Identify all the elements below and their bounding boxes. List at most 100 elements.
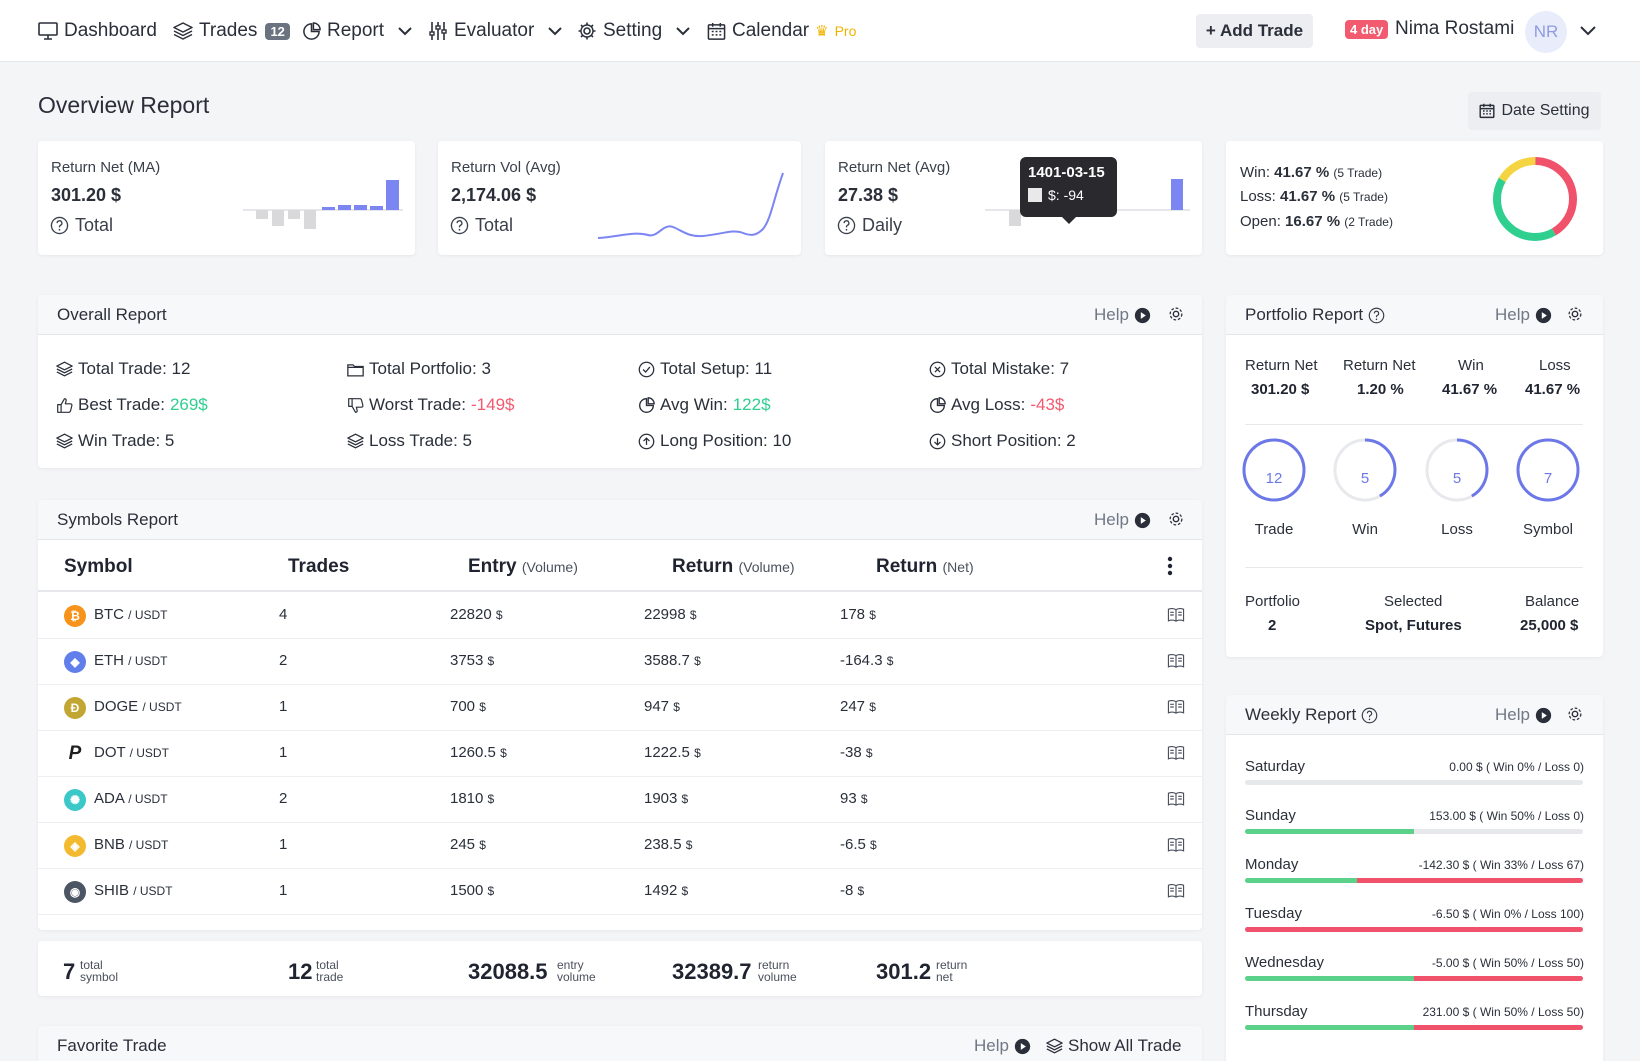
loss-pct: 41.67 %: [1280, 188, 1336, 205]
symbol-pair: / USDT: [128, 654, 168, 668]
return-volume-unit: $: [673, 700, 680, 714]
table-row[interactable]: ₿ BTC / USDT 4 22820 $22998 $178 $: [38, 593, 1202, 639]
entry-cell: 3753 $: [450, 652, 494, 669]
short-position-label: Short Position: 2: [951, 431, 1076, 450]
avatar[interactable]: NR: [1525, 11, 1567, 53]
trades-cell: 2: [279, 790, 288, 807]
pf-balance-label: Balance: [1525, 593, 1580, 610]
return-net-unit: $: [865, 746, 873, 760]
return-volume-unit: $: [685, 838, 693, 852]
nav-setting[interactable]: Setting: [577, 0, 690, 62]
total-portfolio: Total Portfolio: 3: [347, 359, 491, 379]
crown-icon: ♛: [815, 23, 829, 40]
col-entry-label: Entry: [468, 556, 517, 577]
panel-header: Weekly Report Help: [1226, 695, 1603, 735]
total-return-volume-label-1: return: [758, 958, 790, 972]
book-icon[interactable]: [1167, 837, 1185, 853]
book-icon[interactable]: [1167, 607, 1185, 623]
col-return-volume[interactable]: Return (Volume): [672, 556, 795, 578]
layers-icon: [1046, 1038, 1063, 1054]
question-circle-icon[interactable]: [837, 216, 856, 235]
total-mistake: Total Mistake: 7: [929, 359, 1069, 379]
loss-trades: (5 Trade): [1339, 190, 1388, 204]
gear-icon[interactable]: [1167, 305, 1185, 323]
book-icon[interactable]: [1167, 745, 1185, 761]
entry-unit: $: [487, 792, 495, 806]
user-name[interactable]: Nima Rostami: [1395, 18, 1515, 39]
help-button[interactable]: Help: [1094, 510, 1151, 530]
question-circle-icon[interactable]: [1368, 307, 1385, 324]
divider: [1245, 567, 1583, 568]
symbols-report-panel: Symbols Report Help Symbol Trades Entry …: [38, 500, 1202, 930]
gear-icon[interactable]: [1566, 705, 1584, 723]
gear-icon[interactable]: [1167, 510, 1185, 528]
nav-report[interactable]: Report: [302, 0, 412, 62]
entry-unit: $: [500, 746, 507, 760]
col-trades[interactable]: Trades: [288, 556, 350, 577]
stat-sub: Total: [50, 215, 113, 236]
entry-cell: 22820 $: [450, 606, 503, 623]
panel-header: Symbols Report Help: [38, 500, 1202, 540]
show-all-trade-button[interactable]: Show All Trade: [1046, 1036, 1181, 1056]
book-icon[interactable]: [1167, 883, 1185, 899]
table-row[interactable]: ◆ ETH / USDT 2 3753 $3588.7 $ -164.3 $: [38, 639, 1202, 685]
overall-report-panel: Overall Report Help Total Trade: 12 Tota…: [38, 295, 1202, 468]
ring-progress: [1333, 438, 1397, 502]
table-row[interactable]: ◉ SHIB / USDT 1 1500 $1492 $ -8 $: [38, 869, 1202, 915]
return-volume-cell: 22998 $: [644, 606, 697, 623]
help-label: Help: [1495, 305, 1530, 324]
table-row[interactable]: Ð DOGE / USDT 1 700 $947 $247 $: [38, 685, 1202, 731]
nav-evaluator[interactable]: Evaluator: [428, 0, 562, 62]
pf-loss-label: Loss: [1539, 357, 1571, 374]
question-circle-icon[interactable]: [450, 216, 469, 235]
return-volume-unit: $: [681, 884, 689, 898]
table-row[interactable]: ✺ ADA / USDT 2 1810 $1903 $93 $: [38, 777, 1202, 823]
col-return-net-sub: (Net): [942, 559, 974, 575]
chart-tooltip: 1401-03-15 $: -94: [1020, 157, 1117, 224]
help-button[interactable]: Help: [974, 1036, 1031, 1056]
weekly-day-label: Wednesday: [1245, 954, 1324, 971]
stat-label: Return Net (Avg): [838, 159, 951, 176]
entry-value: 22820: [450, 606, 492, 623]
return-net-unit: $: [857, 884, 865, 898]
col-entry-sub: (Volume): [521, 559, 578, 575]
trades-cell: 1: [279, 744, 288, 761]
nav-dashboard[interactable]: Dashboard: [38, 0, 157, 62]
user-menu-chevron-icon[interactable]: [1580, 26, 1596, 36]
help-button[interactable]: Help: [1094, 305, 1151, 325]
col-return-net[interactable]: Return (Net): [876, 556, 974, 578]
weekly-win-fill: [1245, 1025, 1414, 1030]
nav-trades[interactable]: Trades 12: [173, 0, 290, 62]
gear-icon[interactable]: [1566, 305, 1584, 323]
col-entry[interactable]: Entry (Volume): [468, 556, 578, 578]
total-symbols-label: total symbol: [80, 959, 118, 983]
return-volume-value: 1903: [644, 790, 678, 807]
help-button[interactable]: Help: [1495, 305, 1552, 325]
trades-count-badge: 12: [265, 22, 290, 40]
more-vertical-icon[interactable]: [1167, 556, 1173, 576]
nav-calendar[interactable]: Calendar ♛ Pro: [707, 0, 856, 62]
question-circle-icon[interactable]: [1361, 707, 1378, 724]
help-button[interactable]: Help: [1495, 705, 1552, 725]
chevron-down-icon: [548, 27, 562, 36]
add-trade-button[interactable]: + Add Trade: [1196, 14, 1313, 48]
weekly-win-fill: [1245, 878, 1357, 883]
thumbs-up-icon: [57, 397, 73, 413]
table-row[interactable]: ◈ BNB / USDT 1 245 $238.5 $ -6.5 $: [38, 823, 1202, 869]
col-symbol[interactable]: Symbol: [64, 556, 133, 577]
table-row[interactable]: P DOT / USDT 1 1260.5 $1222.5 $ -38 $: [38, 731, 1202, 777]
total-return-volume-label: return volume: [758, 959, 797, 983]
return-net-value: -164.3: [840, 652, 883, 669]
col-return-net-label: Return: [876, 556, 938, 577]
date-setting-button[interactable]: Date Setting: [1468, 92, 1601, 130]
total-return-volume-label-2: volume: [758, 970, 797, 984]
stat-sub: Total: [450, 215, 513, 236]
symbol-coin: ETH: [94, 652, 124, 669]
total-entry-value: 32088.5: [468, 959, 548, 984]
ring-progress: [1516, 438, 1580, 502]
book-icon[interactable]: [1167, 653, 1185, 669]
book-icon[interactable]: [1167, 791, 1185, 807]
book-icon[interactable]: [1167, 699, 1185, 715]
ring-loss-label: Loss: [1441, 521, 1473, 538]
question-circle-icon[interactable]: [50, 216, 69, 235]
